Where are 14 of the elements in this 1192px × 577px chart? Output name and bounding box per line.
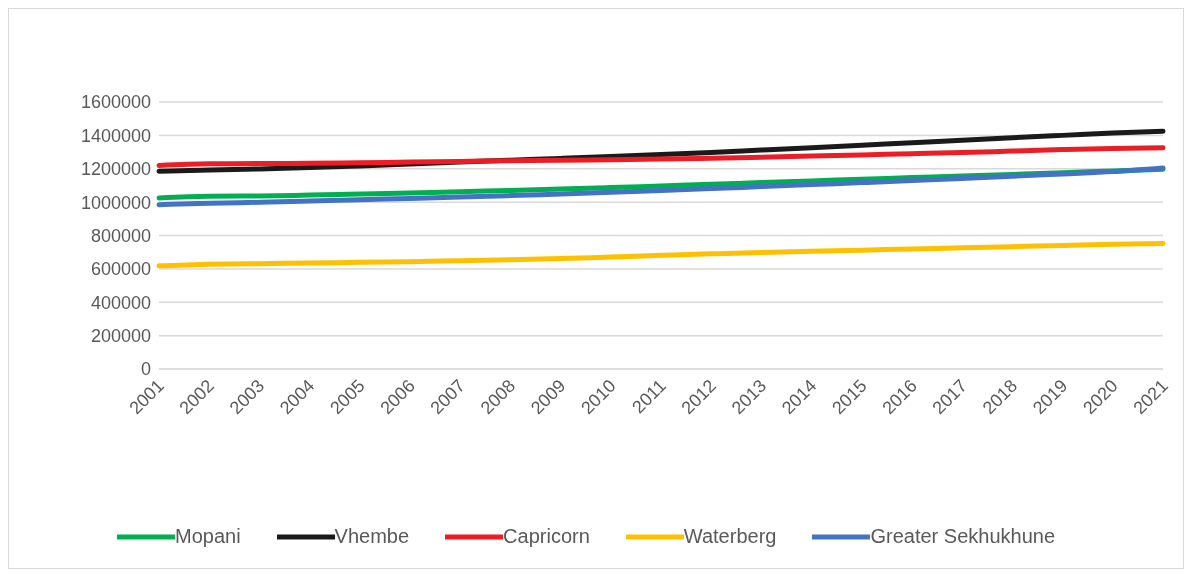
y-tick-label: 0	[140, 359, 151, 380]
legend-label: Greater Sekhukhune	[870, 525, 1055, 548]
y-tick-label: 1000000	[80, 192, 151, 213]
y-tick-label: 600000	[90, 259, 151, 280]
y-tick-label: 800000	[90, 225, 151, 246]
y-tick-label: 1600000	[80, 92, 151, 113]
y-tick-label: 1400000	[80, 125, 151, 146]
legend-label: Waterberg	[683, 525, 777, 548]
y-tick-label: 400000	[90, 292, 151, 313]
legend-label: Mopani	[174, 525, 241, 548]
y-tick-label: 1200000	[80, 159, 151, 180]
y-tick-label: 200000	[90, 326, 151, 347]
legend-label: Vhembe	[334, 525, 410, 548]
legend-label: Capricorn	[503, 525, 590, 548]
